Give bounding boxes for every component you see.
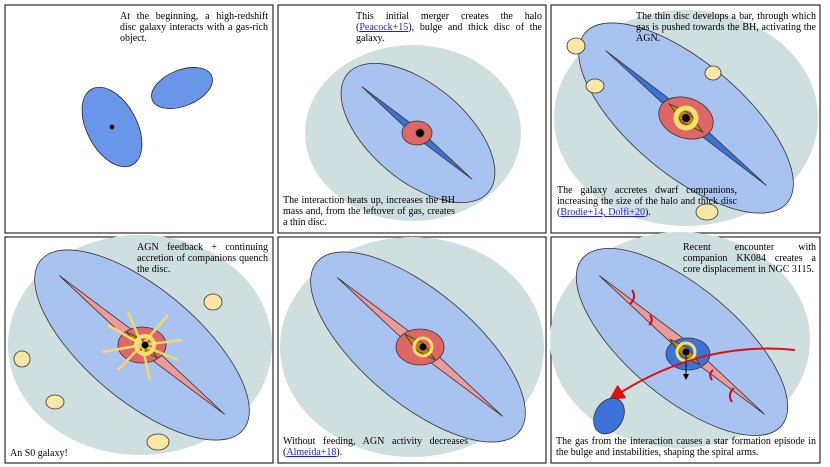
caption: Without feeding, AGN activity decreases … <box>283 436 468 458</box>
caption-text: The galaxy accretes dwarf companions, in… <box>557 185 737 218</box>
panel-5-shapes <box>280 237 544 457</box>
panel-6-shapes <box>550 232 810 448</box>
reference-link[interactable]: Almeida+18 <box>286 447 337 458</box>
caption: AGN feedback + continuing accretion of c… <box>137 242 268 275</box>
caption: The galaxy accretes dwarf companions, in… <box>557 185 737 218</box>
caption-text: The gas from the interaction causes a st… <box>556 436 816 458</box>
caption: At the beginning, a high-redshift disc g… <box>120 11 268 44</box>
caption-text: An S0 galaxy! <box>10 448 68 459</box>
panel-4-shapes <box>8 235 272 455</box>
panel-2-shapes <box>305 45 521 221</box>
caption: Recent encounter with companion KK084 cr… <box>683 242 816 275</box>
reference-link[interactable]: Brodie+14, Dolfi+20 <box>560 207 645 218</box>
caption-text: Without feeding, AGN activity decreases … <box>283 436 468 458</box>
caption: This initial merger creates the halo (Pe… <box>356 11 542 44</box>
caption-text: ), bulge and thick disc of the galaxy. <box>356 22 542 44</box>
caption-text: ). <box>644 207 651 218</box>
caption-text: ). <box>336 447 343 458</box>
panel-3-shapes <box>554 10 818 226</box>
panel-1-shapes <box>81 67 213 168</box>
caption-text: Recent encounter with companion KK084 cr… <box>683 242 816 275</box>
caption: The gas from the interaction causes a st… <box>556 436 816 458</box>
caption: An S0 galaxy! <box>10 448 130 459</box>
caption-text: At the beginning, a high-redshift disc g… <box>120 11 268 44</box>
caption-text: AGN feedback + continuing accretion of c… <box>137 242 268 275</box>
caption: The thin disc develops a bar, through wh… <box>636 11 816 44</box>
caption-text: The interaction heats up, increases the … <box>283 195 455 228</box>
caption-text: This initial merger creates the halo ( <box>356 11 542 33</box>
caption: The interaction heats up, increases the … <box>283 195 455 228</box>
reference-link[interactable]: Peacock+15 <box>359 22 409 33</box>
caption-text: The thin disc develops a bar, through wh… <box>636 11 816 44</box>
